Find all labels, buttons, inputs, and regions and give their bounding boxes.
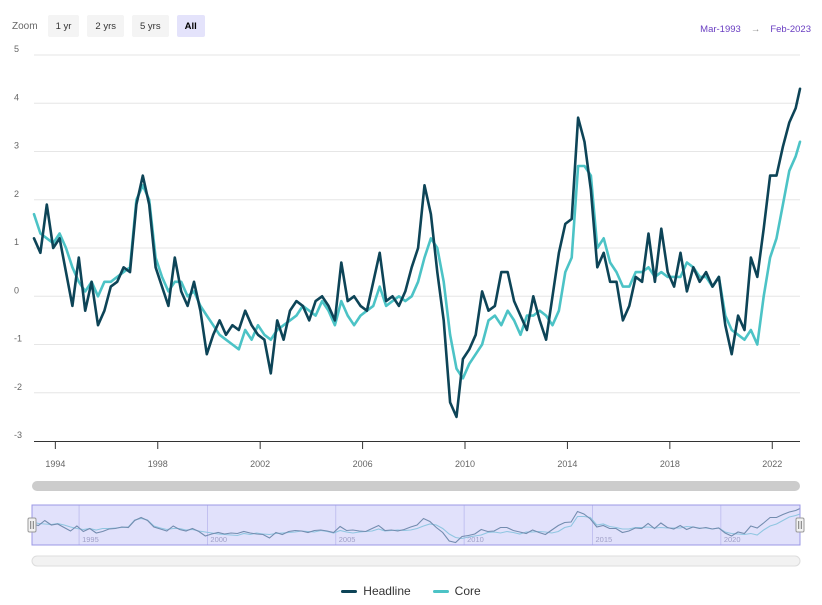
- legend-label-core: Core: [454, 584, 481, 598]
- scrollbar-bottom[interactable]: [31, 555, 801, 567]
- x-tick-label: 2022: [762, 459, 782, 469]
- range-from-input[interactable]: Mar-1993: [700, 24, 741, 35]
- range-to-input[interactable]: Feb-2023: [770, 24, 811, 35]
- scrollbar-top[interactable]: [32, 481, 800, 491]
- navigator-selection[interactable]: [31, 504, 801, 546]
- y-axis-ticks: 5 4 3 2 1 0 -1 -2 -3: [14, 44, 22, 440]
- zoom-2yrs-button[interactable]: 2 yrs: [87, 15, 124, 37]
- handle-grip[interactable]: [795, 517, 805, 533]
- y-tick-label: 4: [14, 92, 19, 102]
- navigator-handle-left[interactable]: [27, 517, 37, 533]
- x-tick-label: 2002: [250, 459, 270, 469]
- y-tick-label: 3: [14, 141, 19, 151]
- handle-grip[interactable]: [27, 517, 37, 533]
- series-lines: [32, 87, 802, 419]
- date-range-display: Mar-1993 → Feb-2023: [700, 24, 811, 35]
- x-tick-label: 1994: [45, 459, 65, 469]
- x-axis-ticks: 1994 1998 2002 2006 2010 2014 2018 2022: [45, 441, 782, 469]
- y-tick-label: -2: [14, 382, 22, 392]
- x-tick-label: 2018: [660, 459, 680, 469]
- zoom-1yr-button[interactable]: 1 yr: [47, 15, 80, 37]
- series-line-headline[interactable]: [32, 87, 802, 419]
- y-tick-label: 0: [14, 285, 19, 295]
- x-tick-label: 2014: [557, 459, 577, 469]
- zoom-label: Zoom: [12, 20, 38, 32]
- navigator-handle-right[interactable]: [795, 517, 805, 533]
- y-tick-label: -3: [14, 430, 22, 440]
- x-tick-label: 2010: [455, 459, 475, 469]
- legend-item-core[interactable]: Core: [432, 584, 481, 598]
- zoom-all-button[interactable]: All: [176, 15, 205, 37]
- legend-label-headline: Headline: [363, 584, 411, 598]
- series-line-core[interactable]: [32, 140, 802, 380]
- y-tick-label: 5: [14, 44, 19, 54]
- legend-swatch-headline: [341, 589, 358, 593]
- y-tick-label: -1: [14, 334, 22, 344]
- zoom-toolbar: Zoom 1 yr 2 yrs 5 yrs All: [12, 15, 205, 37]
- x-tick-label: 2006: [353, 459, 373, 469]
- legend-item-headline[interactable]: Headline: [341, 584, 411, 598]
- legend: Headline Core: [0, 584, 822, 598]
- y-tick-label: 1: [14, 237, 19, 247]
- navigator[interactable]: 199520002005201020152020: [27, 504, 805, 546]
- y-tick-label: 2: [14, 189, 19, 199]
- legend-swatch-core: [432, 589, 449, 593]
- gridlines: [34, 54, 800, 394]
- arrow-right-icon: →: [750, 24, 761, 35]
- x-tick-label: 1998: [148, 459, 168, 469]
- zoom-5yrs-button[interactable]: 5 yrs: [132, 15, 169, 37]
